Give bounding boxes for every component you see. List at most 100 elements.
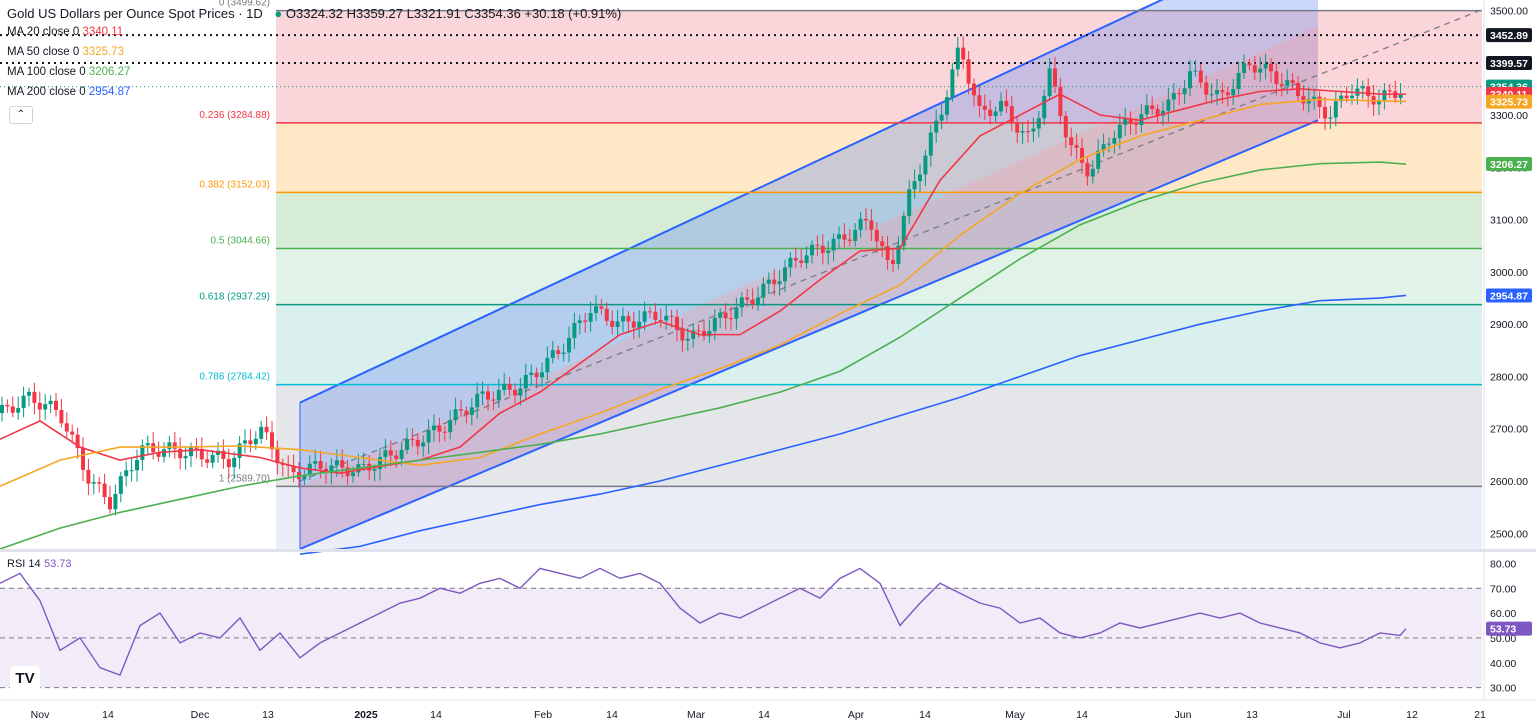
price-tick-label: 2600.00 xyxy=(1490,476,1528,488)
ma200-label: MA 200 close 0 xyxy=(7,86,86,98)
ma20-legend[interactable]: MA 20 close 0 3340.11 xyxy=(7,26,123,38)
market-open-dot: ● xyxy=(274,6,283,21)
candle-body xyxy=(372,469,377,471)
candle-body xyxy=(410,439,415,441)
candle-body xyxy=(21,395,26,409)
rsi-tick-label: 40.00 xyxy=(1490,658,1516,670)
channel-fill xyxy=(300,0,1318,549)
fib-band xyxy=(276,192,1482,249)
candle-body xyxy=(761,283,766,298)
candle-body xyxy=(1004,100,1009,107)
candle-body xyxy=(658,319,663,321)
candle-body xyxy=(340,460,345,468)
candle-body xyxy=(793,257,798,261)
candle-body xyxy=(955,47,960,70)
rsi-tick-label: 30.00 xyxy=(1490,683,1516,695)
candle-body xyxy=(945,97,949,115)
legend-collapse-button[interactable]: ⌃ xyxy=(9,106,33,124)
ma100-legend[interactable]: MA 100 close 0 3206.27 xyxy=(7,66,130,78)
ma200-legend[interactable]: MA 200 close 0 2954.87 xyxy=(7,86,130,98)
candle-body xyxy=(54,400,58,410)
candle-body xyxy=(81,448,85,470)
candle-body xyxy=(361,463,366,465)
candle-body xyxy=(334,460,339,466)
candle-body xyxy=(923,155,928,175)
rsi-value-text: 53.73 xyxy=(1490,624,1516,636)
channel-median-line xyxy=(299,9,1481,482)
candle-body xyxy=(702,330,706,337)
candle-body xyxy=(48,400,53,405)
candle-body xyxy=(685,338,690,341)
candle-body xyxy=(691,330,696,339)
candle-body xyxy=(820,245,825,253)
candle-body xyxy=(1042,96,1047,119)
candle-body xyxy=(739,297,744,308)
candle-body xyxy=(1333,101,1338,118)
candle-body xyxy=(59,409,64,424)
time-tick-label: May xyxy=(1005,709,1026,721)
rsi-tick-label: 60.00 xyxy=(1490,608,1516,620)
candle-body xyxy=(1193,70,1198,72)
candle-body xyxy=(437,425,442,432)
ma50-legend[interactable]: MA 50 close 0 3325.73 xyxy=(7,46,124,58)
candle-body xyxy=(1117,124,1122,139)
candle-body xyxy=(561,352,566,354)
candle-body xyxy=(928,132,933,156)
time-tick-label: 13 xyxy=(1246,709,1258,721)
candle-body xyxy=(896,245,901,264)
candle-body xyxy=(16,408,21,413)
candle-body xyxy=(567,337,571,353)
candle-body xyxy=(237,443,242,458)
legend-title-row: Gold US Dollars per Ounce Spot Prices · … xyxy=(7,6,621,21)
candle-body xyxy=(858,218,863,230)
candle-body xyxy=(248,440,253,445)
candle-body xyxy=(496,390,501,401)
candle-body xyxy=(999,100,1003,112)
candle-body xyxy=(1312,96,1317,99)
symbol-title[interactable]: Gold US Dollars per Ounce Spot Prices · … xyxy=(7,6,263,21)
candle-body xyxy=(75,434,80,449)
candle-body xyxy=(729,318,733,320)
candle-body xyxy=(162,449,166,457)
candle-body xyxy=(1328,117,1333,119)
time-tick-label: Jul xyxy=(1337,709,1350,721)
candle-body xyxy=(1377,100,1381,105)
candle-body xyxy=(950,69,955,98)
fib-band xyxy=(276,486,1482,549)
candle-body xyxy=(399,449,404,459)
candle-body xyxy=(1015,122,1020,133)
candle-body xyxy=(10,406,15,413)
candle-body xyxy=(939,114,944,121)
fib-level-label: 0.382 (3152.03) xyxy=(199,179,270,190)
candle-body xyxy=(129,470,134,472)
candle-body xyxy=(291,465,296,473)
candle-body xyxy=(91,482,96,484)
time-tick-label: 14 xyxy=(1076,709,1088,721)
candle-body xyxy=(426,430,431,443)
candle-body xyxy=(145,443,150,446)
candle-body xyxy=(1285,80,1290,86)
candle-body xyxy=(1171,93,1176,100)
rsi-tick-label: 50.00 xyxy=(1490,633,1516,645)
candle-body xyxy=(27,391,31,396)
candle-body xyxy=(610,320,615,327)
tradingview-logo[interactable]: TV xyxy=(10,666,40,692)
fib-band xyxy=(276,10,1482,123)
candle-body xyxy=(626,316,631,322)
candle-body xyxy=(86,469,91,484)
rsi-legend-value: 53.73 xyxy=(44,558,72,570)
candle-body xyxy=(1085,162,1090,177)
candle-body xyxy=(891,259,895,264)
fib-level-label: 0 (3499.62) xyxy=(219,0,270,9)
price-label-tag xyxy=(1486,28,1532,43)
candle-body xyxy=(1252,65,1257,73)
ohlc-readout: ● O3324.32 H3359.27 L3321.91 C3354.36 +3… xyxy=(274,6,621,21)
candle-body xyxy=(550,350,555,358)
candle-body xyxy=(1166,99,1171,111)
candle-body xyxy=(1209,94,1214,96)
candle-body xyxy=(1317,96,1322,107)
candle-body xyxy=(351,472,355,477)
candle-body xyxy=(178,448,183,459)
candle-body xyxy=(1231,88,1236,96)
